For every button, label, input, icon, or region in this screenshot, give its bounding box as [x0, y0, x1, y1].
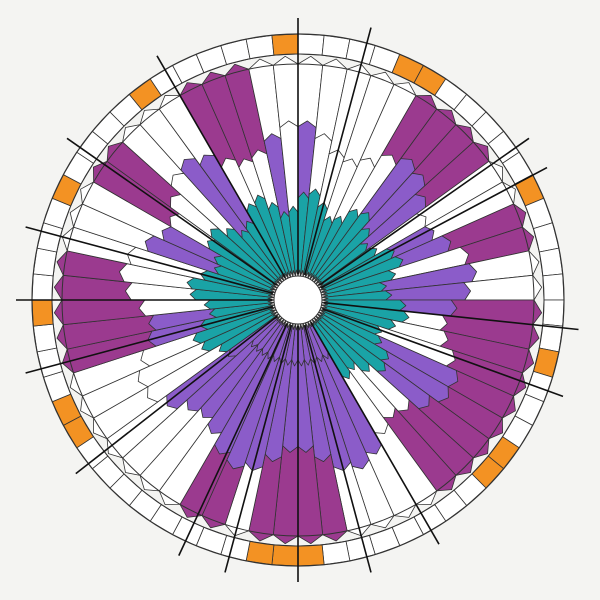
- spoke-line: [318, 137, 530, 286]
- band-cell: [297, 544, 325, 567]
- band-cell: [297, 33, 325, 56]
- spoke-line: [25, 226, 274, 295]
- band-cell: [542, 299, 565, 327]
- spoke-line: [320, 166, 548, 289]
- spoke-line: [310, 322, 440, 545]
- spoke-line: [66, 137, 278, 286]
- spoke-line: [75, 315, 278, 475]
- band-cell: [271, 544, 299, 567]
- center-hole: [273, 275, 323, 325]
- band-cell: [271, 33, 299, 56]
- spoke-line: [25, 305, 274, 374]
- band-cell: [542, 273, 565, 301]
- band-cell: [31, 299, 54, 327]
- spoke-line: [323, 301, 579, 331]
- band-cell: [31, 273, 54, 301]
- spoke-line: [322, 308, 564, 398]
- spoke-line: [224, 324, 293, 573]
- spoke-line: [303, 27, 372, 276]
- spoke-group: [16, 18, 579, 582]
- spoke-line: [303, 324, 372, 573]
- spoke-line: [156, 55, 286, 278]
- spoke-line: [178, 323, 288, 556]
